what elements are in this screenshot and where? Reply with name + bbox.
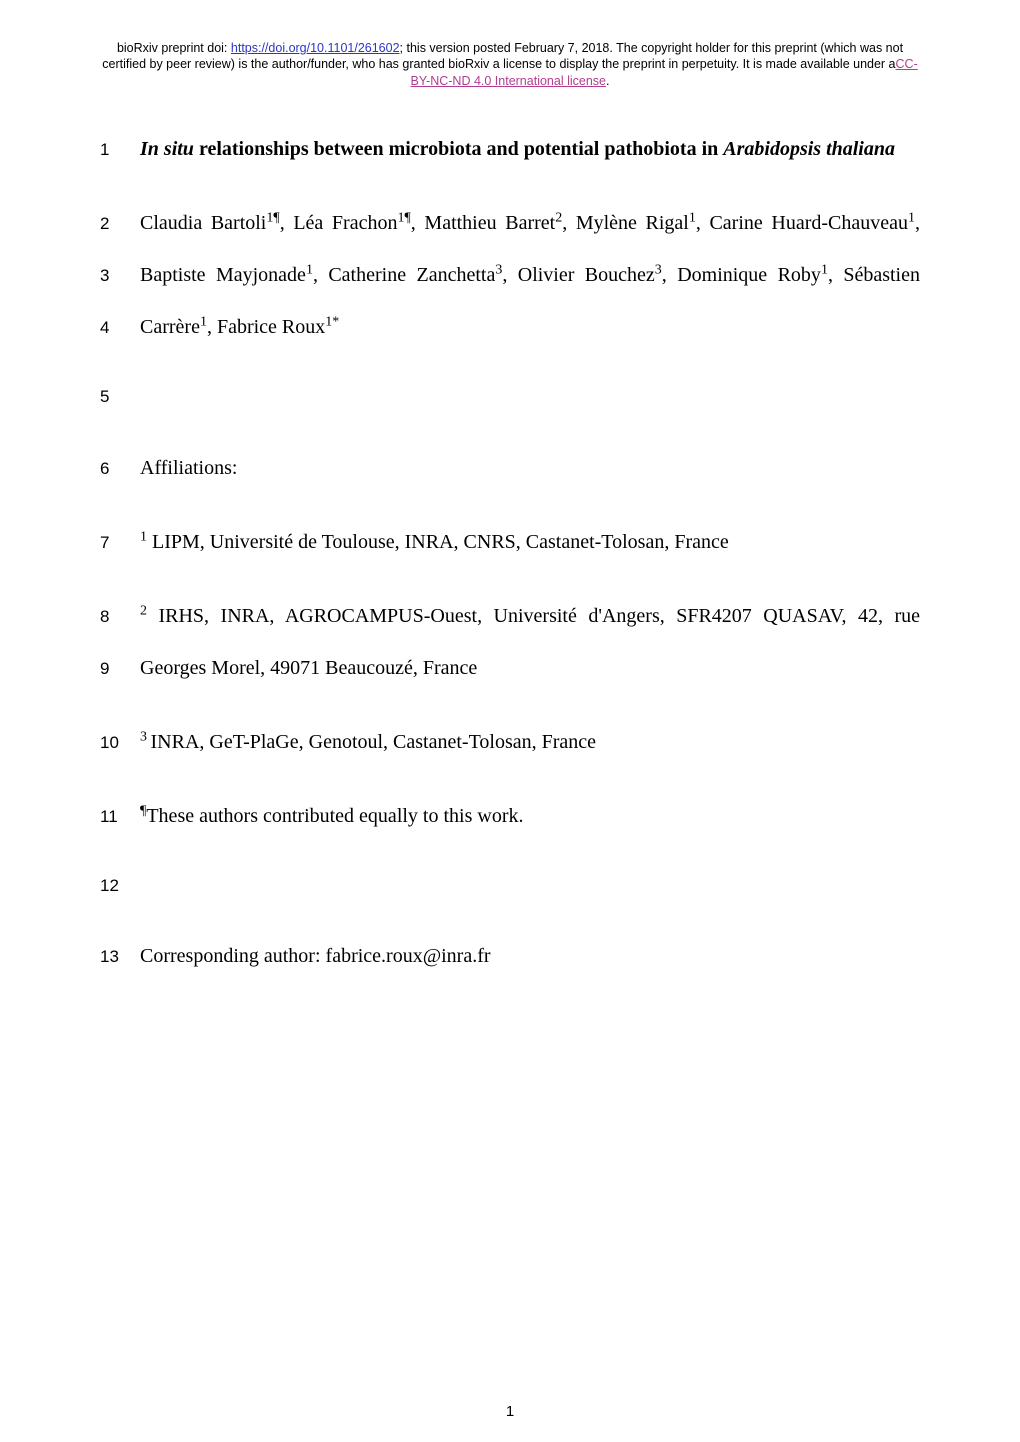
line-number: 4 <box>100 308 140 349</box>
line-number: 11 <box>100 797 140 838</box>
header-version: ; this version posted February 7, 2018. <box>400 41 617 55</box>
manuscript-line: 2Claudia Bartoli1¶, Léa Frachon1¶, Matth… <box>100 199 920 247</box>
preprint-header: bioRxiv preprint doi: https://doi.org/10… <box>100 40 920 89</box>
line-number: 13 <box>100 937 140 978</box>
line-text: In situ relationships between microbiota… <box>140 125 920 173</box>
manuscript-line: 12 <box>100 866 920 907</box>
line-text: 1 LIPM, Université de Toulouse, INRA, CN… <box>140 518 920 566</box>
line-number: 2 <box>100 204 140 245</box>
line-text: 3 INRA, GeT-PlaGe, Genotoul, Castanet-To… <box>140 718 920 766</box>
line-number: 9 <box>100 649 140 690</box>
line-text: Carrère1, Fabrice Roux1* <box>140 303 920 351</box>
manuscript-line: 71 LIPM, Université de Toulouse, INRA, C… <box>100 518 920 566</box>
doi-link[interactable]: https://doi.org/10.1101/261602 <box>231 41 400 55</box>
header-doi-prefix: bioRxiv preprint doi: <box>117 41 231 55</box>
line-text: ¶These authors contributed equally to th… <box>140 792 920 840</box>
manuscript-line: 13Corresponding author: fabrice.roux@inr… <box>100 932 920 980</box>
line-text: Georges Morel, 49071 Beaucouzé, France <box>140 644 920 692</box>
line-number: 10 <box>100 723 140 764</box>
line-number: 12 <box>100 866 140 907</box>
manuscript-line: 11¶These authors contributed equally to … <box>100 792 920 840</box>
header-license-suffix: . <box>606 74 609 88</box>
line-number: 1 <box>100 130 140 171</box>
line-number: 8 <box>100 597 140 638</box>
line-text: Claudia Bartoli1¶, Léa Frachon1¶, Matthi… <box>140 199 920 247</box>
line-text: Corresponding author: fabrice.roux@inra.… <box>140 932 920 980</box>
line-text: Baptiste Mayjonade1, Catherine Zanchetta… <box>140 251 920 299</box>
page-number: 1 <box>0 1403 1020 1420</box>
line-number: 7 <box>100 523 140 564</box>
line-number: 6 <box>100 449 140 490</box>
line-text: Affiliations: <box>140 444 920 492</box>
line-number: 3 <box>100 256 140 297</box>
manuscript-line: 4Carrère1, Fabrice Roux1* <box>100 303 920 351</box>
manuscript-line: 5 <box>100 377 920 418</box>
manuscript-line: 1In situ relationships between microbiot… <box>100 125 920 173</box>
manuscript-line: 82 IRHS, INRA, AGROCAMPUS-Ouest, Univers… <box>100 592 920 640</box>
manuscript-line: 9Georges Morel, 49071 Beaucouzé, France <box>100 644 920 692</box>
manuscript-line: 3Baptiste Mayjonade1, Catherine Zanchett… <box>100 251 920 299</box>
manuscript-line: 6Affiliations: <box>100 444 920 492</box>
manuscript-line: 103 INRA, GeT-PlaGe, Genotoul, Castanet-… <box>100 718 920 766</box>
content: 1In situ relationships between microbiot… <box>100 125 920 981</box>
page: bioRxiv preprint doi: https://doi.org/10… <box>0 0 1020 1442</box>
line-text: 2 IRHS, INRA, AGROCAMPUS-Ouest, Universi… <box>140 592 920 640</box>
line-number: 5 <box>100 377 140 418</box>
